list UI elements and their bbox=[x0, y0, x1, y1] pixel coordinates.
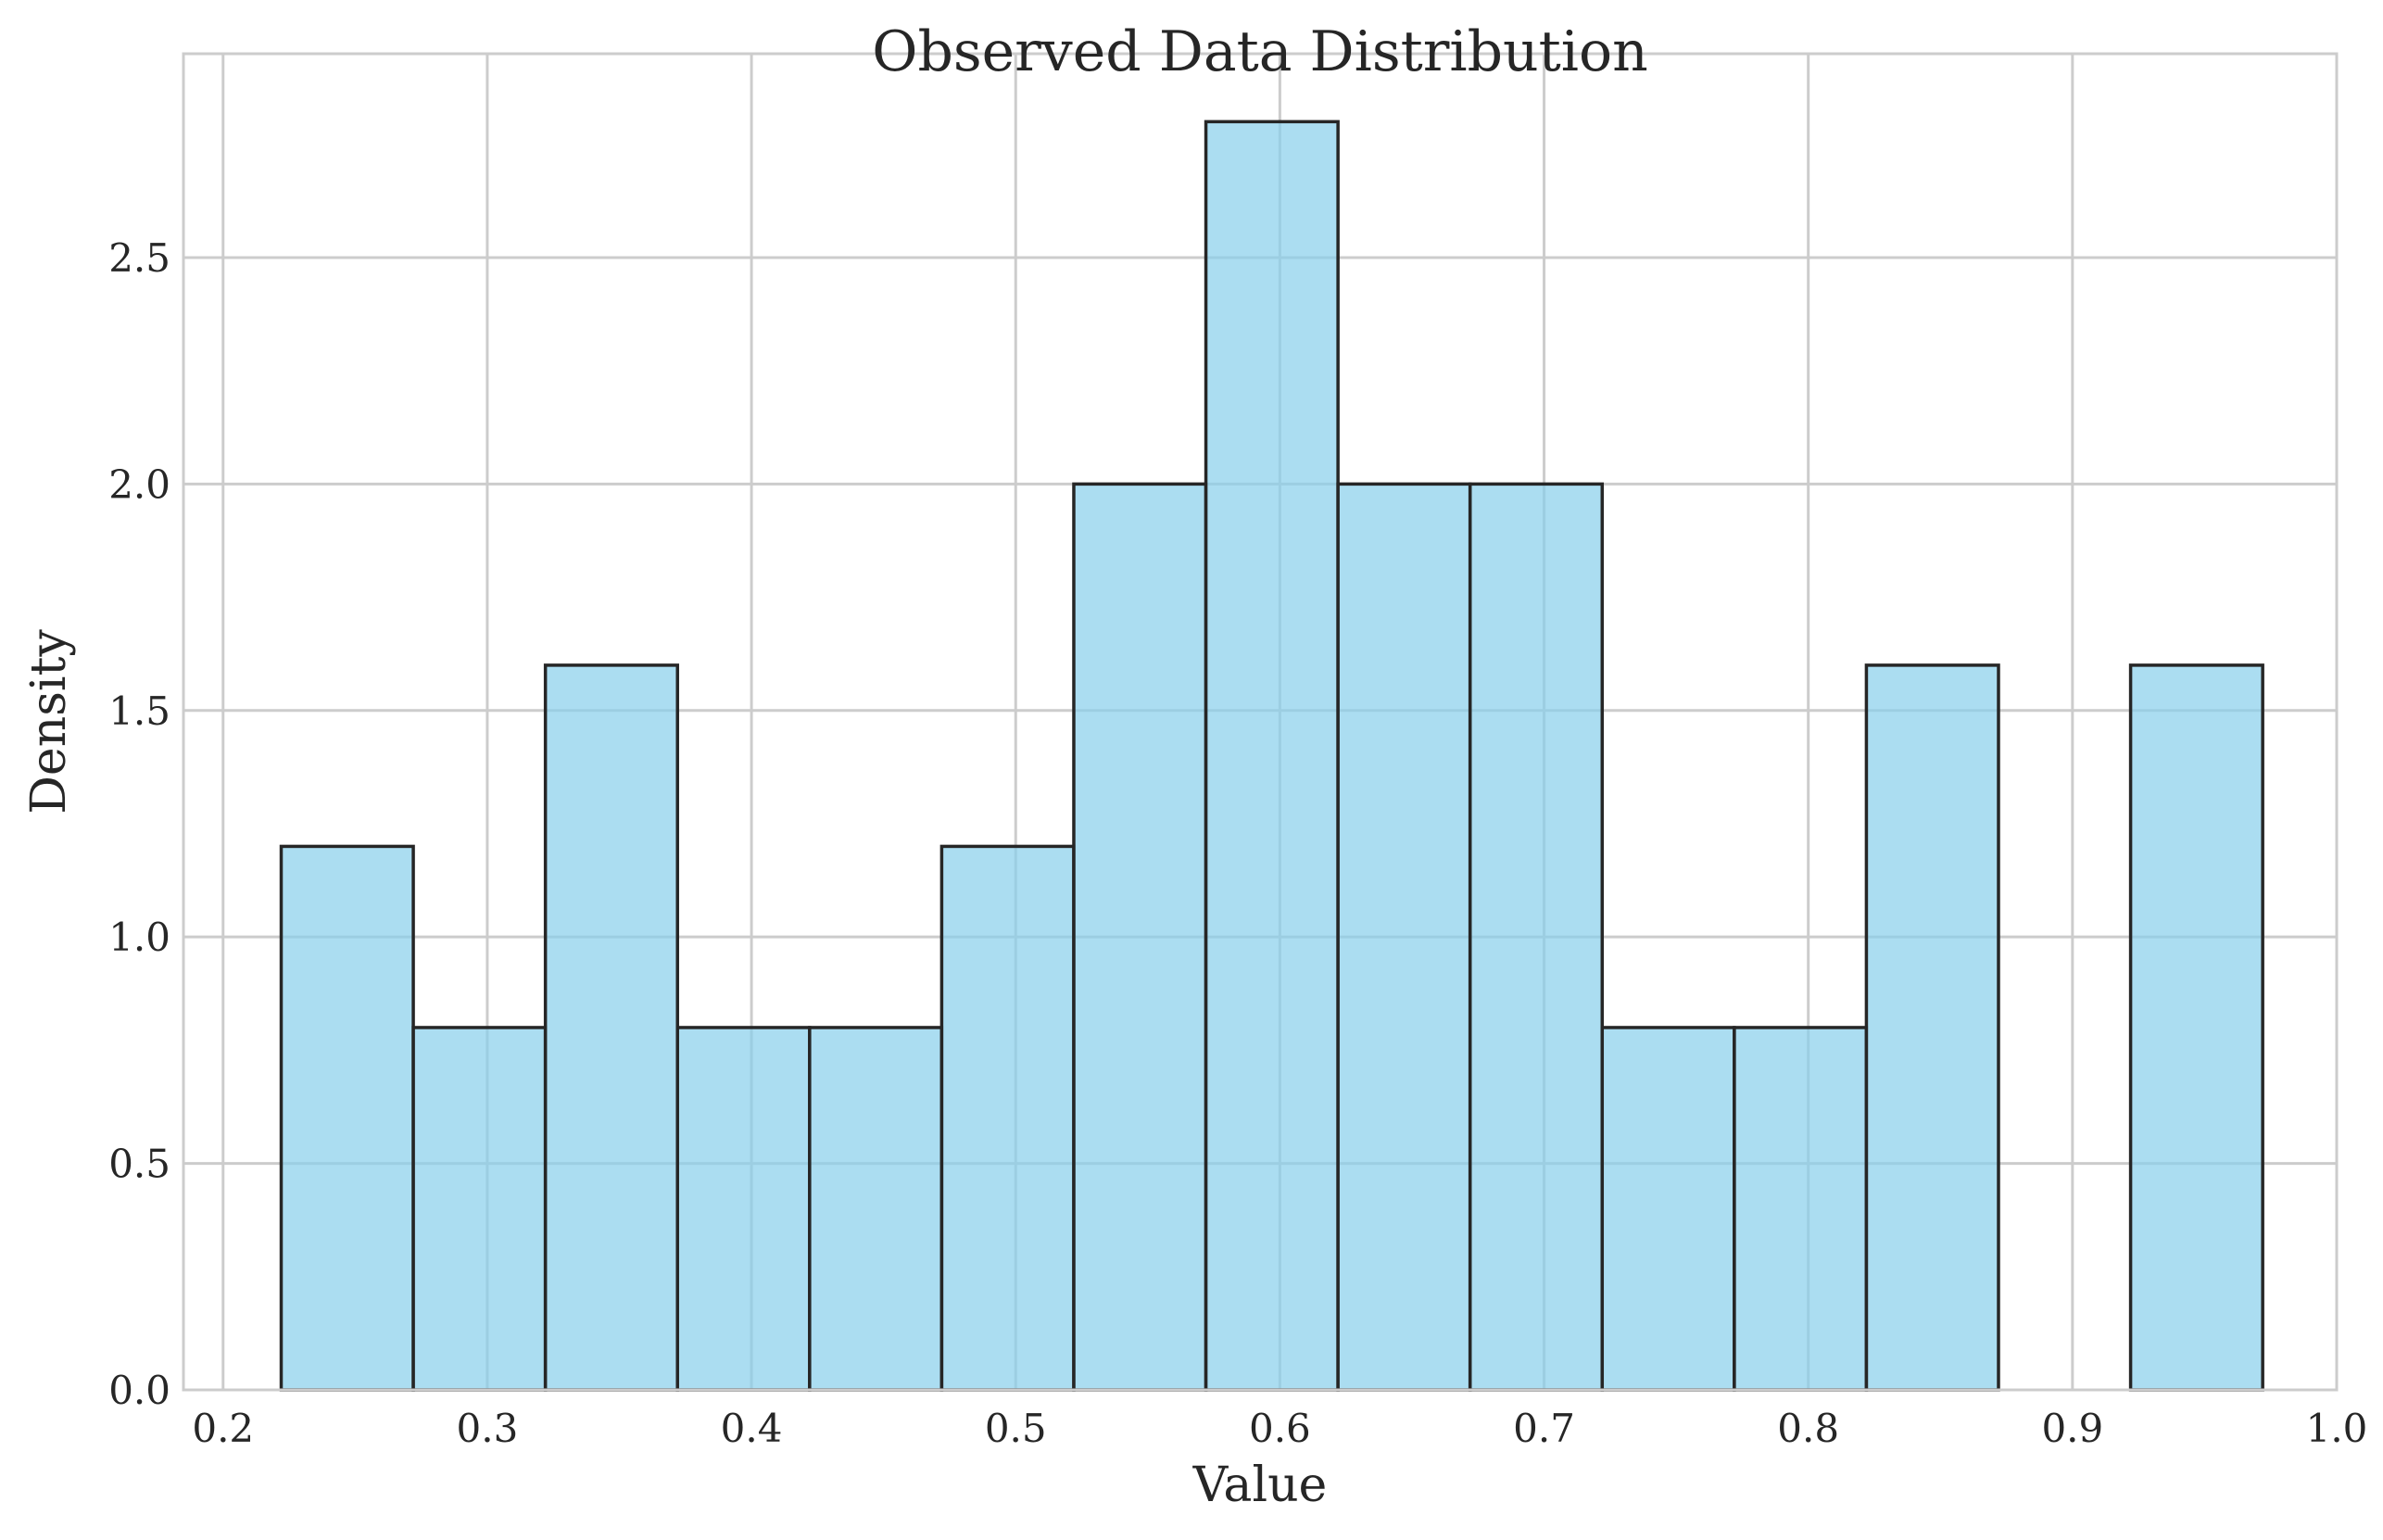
x-tick-label: 0.3 bbox=[457, 1406, 519, 1451]
x-tick-label: 1.0 bbox=[2306, 1406, 2368, 1451]
histogram-bar bbox=[1864, 663, 2000, 1392]
histogram-bar bbox=[1204, 120, 1340, 1392]
x-axis-label: Value bbox=[1192, 1458, 1328, 1513]
y-tick-label: 0.5 bbox=[108, 1142, 170, 1187]
x-tick-label: 0.8 bbox=[1777, 1406, 1839, 1451]
histogram-bar bbox=[1600, 1026, 1736, 1392]
x-tick-label: 0.5 bbox=[985, 1406, 1047, 1451]
histogram-bar bbox=[675, 1026, 812, 1392]
x-tick-label: 0.9 bbox=[2041, 1406, 2103, 1451]
chart-title: Observed Data Distribution bbox=[872, 19, 1647, 84]
histogram-bar bbox=[279, 844, 415, 1392]
x-tick-labels: 0.2 0.3 0.4 0.5 0.6 0.7 0.8 0.9 1.0 bbox=[192, 1406, 2367, 1451]
histogram-bar bbox=[939, 844, 1076, 1392]
histogram-bar bbox=[1468, 482, 1605, 1392]
plot-frame bbox=[182, 52, 2339, 1392]
histogram-bar bbox=[1072, 482, 1208, 1392]
y-tick-label: 2.0 bbox=[108, 461, 170, 507]
y-axis-label: Density bbox=[21, 629, 77, 814]
histogram-bar bbox=[543, 663, 679, 1392]
y-tick-label: 2.5 bbox=[108, 235, 170, 281]
x-tick-label: 0.4 bbox=[721, 1406, 783, 1451]
histogram-bar bbox=[808, 1026, 944, 1392]
x-tick-label: 0.2 bbox=[192, 1406, 254, 1451]
histogram-bars bbox=[279, 120, 2264, 1392]
histogram-bar bbox=[411, 1026, 548, 1392]
y-tick-label: 1.5 bbox=[108, 688, 170, 734]
histogram-bar bbox=[1336, 482, 1472, 1392]
y-tick-label: 1.0 bbox=[108, 915, 170, 960]
histogram-bar bbox=[2128, 663, 2264, 1392]
y-tick-labels: 0.0 0.5 1.0 1.5 2.0 2.5 bbox=[108, 235, 170, 1413]
y-tick-label: 0.0 bbox=[108, 1368, 170, 1413]
x-tick-label: 0.6 bbox=[1249, 1406, 1311, 1451]
x-tick-label: 0.7 bbox=[1513, 1406, 1575, 1451]
histogram-bar bbox=[1733, 1026, 1869, 1392]
